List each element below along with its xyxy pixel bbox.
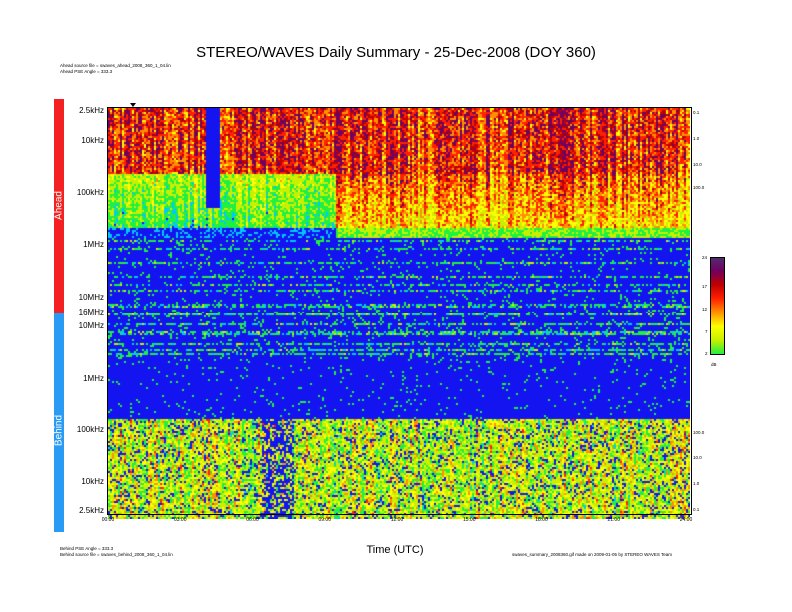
colorbar-tick: 12	[702, 307, 708, 312]
behind-right-tick: 100.0	[693, 430, 705, 435]
colorbar-tick: 2	[705, 351, 708, 356]
time-marker-icon	[130, 103, 136, 107]
ahead-right-tick: 100.0	[693, 185, 705, 190]
ahead-spectrogram	[108, 108, 690, 313]
behind-freq-10khz: 10kHz	[81, 477, 104, 486]
x-tick-label: 03:00	[173, 517, 187, 523]
ahead-right-tick: 10.0	[693, 162, 702, 167]
colorbar-frame	[710, 257, 725, 355]
ahead-band-bar	[54, 99, 64, 313]
x-tick-label: 18:00	[535, 517, 548, 523]
ahead-right-tick: 1.0	[693, 136, 700, 141]
behind-right-tick: 1.0	[693, 481, 700, 486]
ahead-freq-16mhz: 16MHz	[78, 308, 104, 317]
chart-title: STEREO/WAVES Daily Summary - 25-Dec-2008…	[196, 44, 596, 61]
spectrogram-frame	[107, 107, 692, 515]
ahead-freq-10mhz: 10MHz	[78, 293, 104, 302]
behind-pse-note: Behind PSE Angle = 333.3	[60, 546, 114, 551]
x-tick-label: 00:00	[101, 517, 115, 523]
behind-source-note: Behind source file = swaves_behind_2008_…	[60, 552, 173, 557]
behind-freq-1mhz: 1MHz	[83, 374, 104, 383]
colorbar-unit: dB	[711, 362, 717, 367]
x-tick-label: 12:00	[390, 517, 404, 523]
x-tick-label: 24:00	[679, 517, 693, 523]
colorbar-tick: 17	[702, 284, 708, 289]
x-tick-label: 09:00	[318, 517, 331, 523]
ahead-freq-2.5khz: 2.5kHz	[79, 106, 104, 115]
colorbar-tick: 24	[702, 255, 708, 260]
credit-note: swaves_summary_2008360.gif made on 2009-…	[512, 552, 672, 557]
behind-band-bar	[54, 313, 64, 532]
ahead-freq-10khz: 10kHz	[81, 136, 104, 145]
x-tick-label: 06:00	[246, 517, 259, 523]
ahead-freq-1mhz: 1MHz	[83, 240, 104, 249]
behind-freq-100khz: 100kHz	[76, 425, 104, 434]
behind-right-tick: 0.1	[693, 507, 700, 512]
x-axis-label: Time (UTC)	[366, 544, 424, 556]
ahead-freq-100khz: 100kHz	[76, 188, 104, 197]
x-tick-label: 21:00	[607, 517, 620, 523]
x-tick-label: 15:00	[462, 517, 476, 523]
ahead-right-tick: 0.1	[693, 110, 700, 115]
behind-spectrogram	[108, 313, 690, 519]
ahead-pse-note: Ahead PSE Angle = 333.3	[60, 69, 113, 74]
colorbar-tick: 7	[705, 329, 708, 334]
ahead-source-note: Ahead source file = swaves_ahead_2008_36…	[60, 63, 171, 68]
behind-right-tick: 10.0	[693, 455, 702, 460]
behind-freq-10mhz: 10MHz	[78, 321, 104, 330]
behind-freq-2.5khz: 2.5kHz	[79, 506, 104, 515]
colorbar	[710, 257, 724, 354]
